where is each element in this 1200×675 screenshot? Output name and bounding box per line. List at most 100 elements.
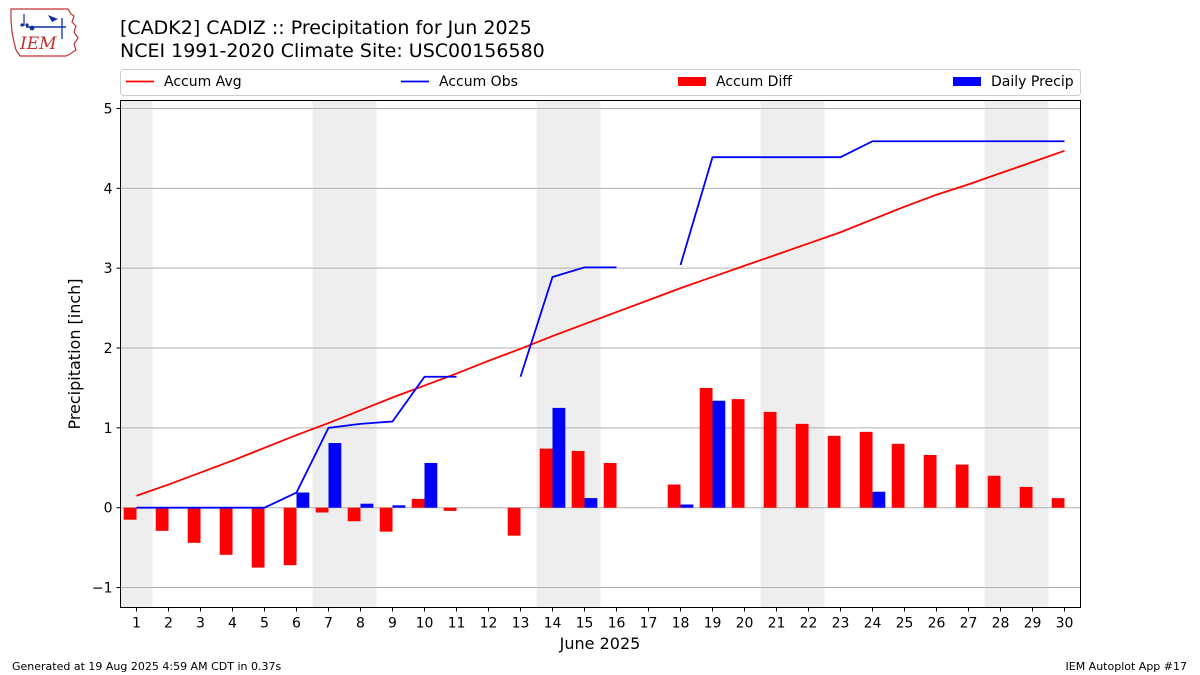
x-tick-label: 16 bbox=[608, 616, 626, 632]
x-axis-label: June 2025 bbox=[559, 634, 641, 653]
x-tick-label: 23 bbox=[832, 616, 850, 632]
x-tick-label: 29 bbox=[1024, 616, 1042, 632]
x-tick-label: 3 bbox=[196, 616, 205, 632]
accum-diff-bar bbox=[731, 399, 745, 508]
accum-diff-bar bbox=[923, 455, 937, 508]
accum-diff-bar bbox=[443, 507, 457, 511]
x-tick-label: 13 bbox=[512, 616, 530, 632]
x-tick-label: 7 bbox=[324, 616, 333, 632]
weekend-shading bbox=[120, 100, 1049, 608]
x-tick-label: 22 bbox=[800, 616, 818, 632]
daily-precip-bars bbox=[296, 400, 886, 508]
x-axis: 1 2 3 4 5 6 7 8 9 10 11 12 13 14 15 16 17 18 19 20 21 22 23 24 2… bbox=[132, 607, 1074, 632]
x-tick-label: 2 bbox=[164, 616, 173, 632]
x-tick-label: 4 bbox=[228, 616, 237, 632]
weekend-shade bbox=[120, 100, 153, 608]
accum-diff-bar bbox=[603, 462, 617, 508]
accum-diff-bar bbox=[539, 448, 553, 508]
daily-precip-bar bbox=[296, 492, 310, 508]
iem-logo-text: IEM bbox=[19, 34, 57, 54]
accum-diff-bar bbox=[219, 507, 233, 555]
y-tick-label: 2 bbox=[104, 341, 113, 357]
x-tick-label: 15 bbox=[576, 616, 594, 632]
daily-precip-bar bbox=[712, 400, 726, 508]
y-axis: −1 0 1 2 3 4 5 bbox=[92, 101, 121, 597]
x-tick-label: 6 bbox=[292, 616, 301, 632]
weekend-shade bbox=[312, 100, 377, 608]
x-tick-label: 27 bbox=[960, 616, 978, 632]
accum-diff-bar bbox=[699, 387, 713, 508]
plot-frame bbox=[120, 100, 1081, 608]
accum-diff-bar bbox=[987, 475, 1001, 508]
weekend-shade bbox=[536, 100, 601, 608]
accum-diff-bar bbox=[507, 507, 521, 536]
app-label: IEM Autoplot App #17 bbox=[1065, 660, 1188, 673]
x-tick-label: 18 bbox=[672, 616, 690, 632]
accum-obs-line bbox=[679, 140, 1065, 266]
grid-lines bbox=[120, 107, 1081, 589]
daily-precip-bar bbox=[680, 504, 694, 508]
x-tick-label: 10 bbox=[416, 616, 434, 632]
weekend-shade bbox=[984, 100, 1049, 608]
y-tick-label: 1 bbox=[104, 421, 113, 437]
x-tick-label: 20 bbox=[736, 616, 754, 632]
accum-diff-bar bbox=[667, 484, 681, 508]
daily-precip-bar bbox=[328, 443, 342, 508]
accum-diff-bar bbox=[891, 443, 905, 508]
x-tick-label: 28 bbox=[992, 616, 1010, 632]
weekend-shade bbox=[760, 100, 825, 608]
accum-diff-bar bbox=[1019, 486, 1033, 508]
y-tick-label: 5 bbox=[104, 101, 113, 117]
x-tick-label: 12 bbox=[480, 616, 498, 632]
accum-diff-bar bbox=[763, 411, 777, 508]
daily-precip-bar bbox=[552, 407, 566, 508]
x-tick-label: 1 bbox=[132, 616, 141, 632]
accum-diff-bar bbox=[411, 498, 425, 508]
accum-diff-bar bbox=[155, 507, 169, 531]
series-lines bbox=[136, 140, 1065, 509]
accum-diff-bar bbox=[123, 507, 137, 520]
x-tick-label: 17 bbox=[640, 616, 658, 632]
accum-diff-bars bbox=[123, 387, 1065, 568]
legend-label: Accum Obs bbox=[439, 74, 518, 90]
x-tick-label: 11 bbox=[448, 616, 466, 632]
accum-diff-bar bbox=[315, 507, 329, 513]
accum-obs-line bbox=[136, 375, 457, 509]
daily-precip-bar bbox=[360, 503, 374, 508]
legend-label: Accum Diff bbox=[716, 74, 792, 90]
legend-box bbox=[120, 69, 1081, 96]
accum-diff-bar bbox=[283, 507, 297, 566]
x-tick-label: 14 bbox=[544, 616, 562, 632]
accum-avg-line bbox=[136, 149, 1065, 497]
y-tick-label: 0 bbox=[104, 501, 113, 517]
accum-diff-bar bbox=[347, 507, 361, 522]
daily-precip-bar bbox=[872, 491, 886, 508]
accum-diff-bar bbox=[251, 507, 265, 568]
legend-label: Accum Avg bbox=[164, 74, 242, 90]
y-tick-label: 3 bbox=[104, 261, 113, 277]
x-tick-label: 21 bbox=[768, 616, 786, 632]
accum-diff-bar bbox=[379, 507, 393, 532]
x-tick-label: 9 bbox=[388, 616, 397, 632]
legend-swatch bbox=[678, 77, 706, 86]
accum-diff-bar bbox=[859, 431, 873, 508]
x-tick-label: 19 bbox=[704, 616, 722, 632]
x-tick-label: 25 bbox=[896, 616, 914, 632]
x-tick-label: 5 bbox=[260, 616, 269, 632]
chart-subtitle: NCEI 1991-2020 Climate Site: USC00156580 bbox=[120, 40, 545, 62]
x-tick-label: 30 bbox=[1056, 616, 1074, 632]
y-tick-label: 4 bbox=[104, 181, 113, 197]
daily-precip-bar bbox=[424, 462, 438, 508]
iem-logo: IEM bbox=[8, 6, 82, 62]
daily-precip-bar bbox=[584, 498, 598, 508]
accum-diff-bar bbox=[827, 435, 841, 508]
generated-timestamp: Generated at 19 Aug 2025 4:59 AM CDT in … bbox=[12, 660, 282, 673]
accum-diff-bar bbox=[571, 451, 585, 508]
x-tick-label: 8 bbox=[356, 616, 365, 632]
x-tick-label: 26 bbox=[928, 616, 946, 632]
accum-diff-bar bbox=[1051, 498, 1065, 508]
accum-diff-bar bbox=[795, 423, 809, 508]
accum-obs-line bbox=[519, 266, 617, 378]
accum-diff-bar bbox=[955, 464, 969, 508]
